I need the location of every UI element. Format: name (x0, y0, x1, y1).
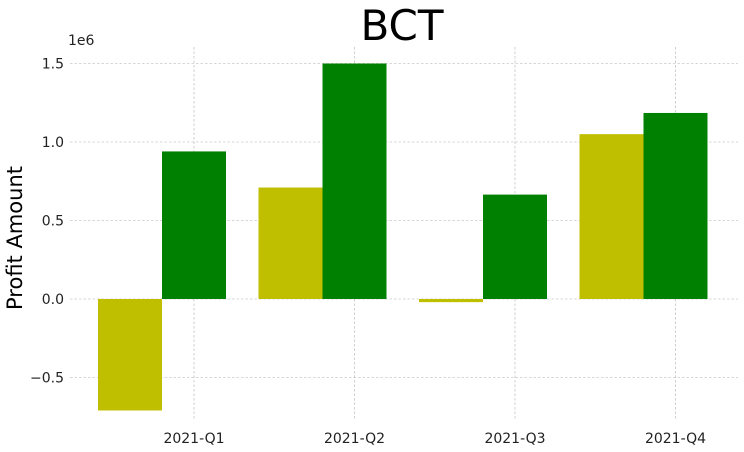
y-tick-label: 1.5 (42, 57, 64, 73)
bar-2021-q3-series-2 (483, 194, 547, 299)
y-tick-label: 1.0 (42, 135, 64, 151)
bars (98, 63, 708, 411)
x-tick-label: 2021-Q3 (484, 431, 545, 447)
y-scale-label: 1e6 (68, 33, 95, 49)
y-tick-label: 0.5 (42, 214, 64, 230)
y-axis-label: Profit Amount (3, 166, 27, 310)
bar-2021-q2-series-1 (258, 187, 323, 299)
bar-2021-q1-series-1 (98, 299, 162, 411)
bar-2021-q2-series-2 (322, 63, 387, 299)
x-tick-label: 2021-Q4 (645, 431, 706, 447)
bar-2021-q4-series-1 (579, 134, 644, 299)
axes: −0.5 0.0 0.5 1.0 1.5 2021-Q1 2021-Q2 2021-Q3 202… (30, 57, 706, 448)
bar-2021-q3-series-1 (419, 299, 483, 303)
chart-title: BCT (360, 1, 443, 50)
x-tick-label: 2021-Q2 (324, 431, 385, 447)
y-tick-label: −0.5 (30, 371, 64, 387)
y-tick-label: 0.0 (42, 292, 64, 308)
x-tick-label: 2021-Q1 (163, 431, 224, 447)
bar-2021-q4-series-2 (643, 112, 708, 299)
bar-2021-q1-series-2 (162, 151, 226, 299)
